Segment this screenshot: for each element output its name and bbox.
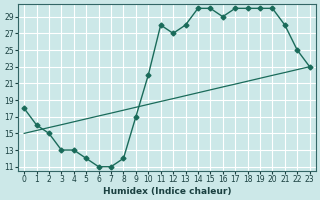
- X-axis label: Humidex (Indice chaleur): Humidex (Indice chaleur): [103, 187, 231, 196]
